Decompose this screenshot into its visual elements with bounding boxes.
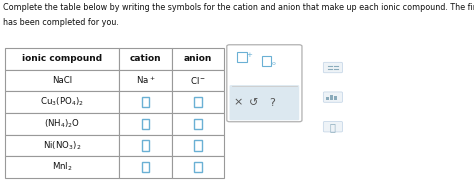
Bar [194, 162, 202, 172]
Bar [262, 56, 271, 66]
Bar [334, 96, 337, 100]
Bar [172, 113, 224, 135]
Bar [194, 119, 202, 129]
Text: Na$^+$: Na$^+$ [136, 75, 155, 86]
Text: ↺: ↺ [249, 98, 258, 108]
Text: anion: anion [184, 54, 212, 63]
Bar [172, 48, 224, 70]
Bar [142, 97, 149, 107]
FancyBboxPatch shape [227, 45, 302, 122]
Text: ionic compound: ionic compound [22, 54, 102, 63]
Text: ⤢: ⤢ [330, 122, 336, 132]
Bar [119, 48, 172, 70]
Text: ×: × [233, 98, 243, 108]
FancyBboxPatch shape [323, 92, 342, 102]
Bar [237, 52, 246, 62]
Bar [119, 70, 172, 91]
Bar [172, 91, 224, 113]
Bar [142, 162, 149, 172]
Bar [330, 95, 333, 100]
Bar [194, 97, 202, 107]
Bar [5, 113, 119, 135]
Text: +: + [246, 52, 253, 58]
Bar [142, 140, 149, 151]
Text: Cu$_3$(PO$_4$)$_2$: Cu$_3$(PO$_4$)$_2$ [40, 96, 84, 108]
Bar [5, 91, 119, 113]
Text: (NH$_4$)$_2$O: (NH$_4$)$_2$O [44, 118, 80, 130]
Text: Ni(NO$_3$)$_2$: Ni(NO$_3$)$_2$ [43, 139, 81, 152]
Bar [5, 135, 119, 156]
Bar [5, 156, 119, 178]
Text: Complete the table below by writing the symbols for the cation and anion that ma: Complete the table below by writing the … [3, 3, 474, 12]
Text: o: o [271, 61, 275, 66]
Text: has been completed for you.: has been completed for you. [3, 18, 119, 27]
Text: MnI$_2$: MnI$_2$ [52, 161, 73, 173]
Bar [119, 156, 172, 178]
Bar [119, 91, 172, 113]
Text: NaCl: NaCl [52, 76, 72, 85]
Bar [172, 70, 224, 91]
Text: Cl$^-$: Cl$^-$ [190, 75, 206, 86]
FancyBboxPatch shape [323, 62, 342, 73]
FancyBboxPatch shape [229, 85, 299, 120]
Bar [194, 140, 202, 151]
Bar [172, 135, 224, 156]
Bar [142, 119, 149, 129]
Text: cation: cation [129, 54, 161, 63]
Text: ?: ? [269, 98, 275, 108]
Bar [5, 48, 119, 70]
Bar [172, 156, 224, 178]
Bar [327, 97, 329, 100]
Bar [119, 113, 172, 135]
Bar [5, 70, 119, 91]
FancyBboxPatch shape [323, 122, 342, 132]
Bar [119, 135, 172, 156]
